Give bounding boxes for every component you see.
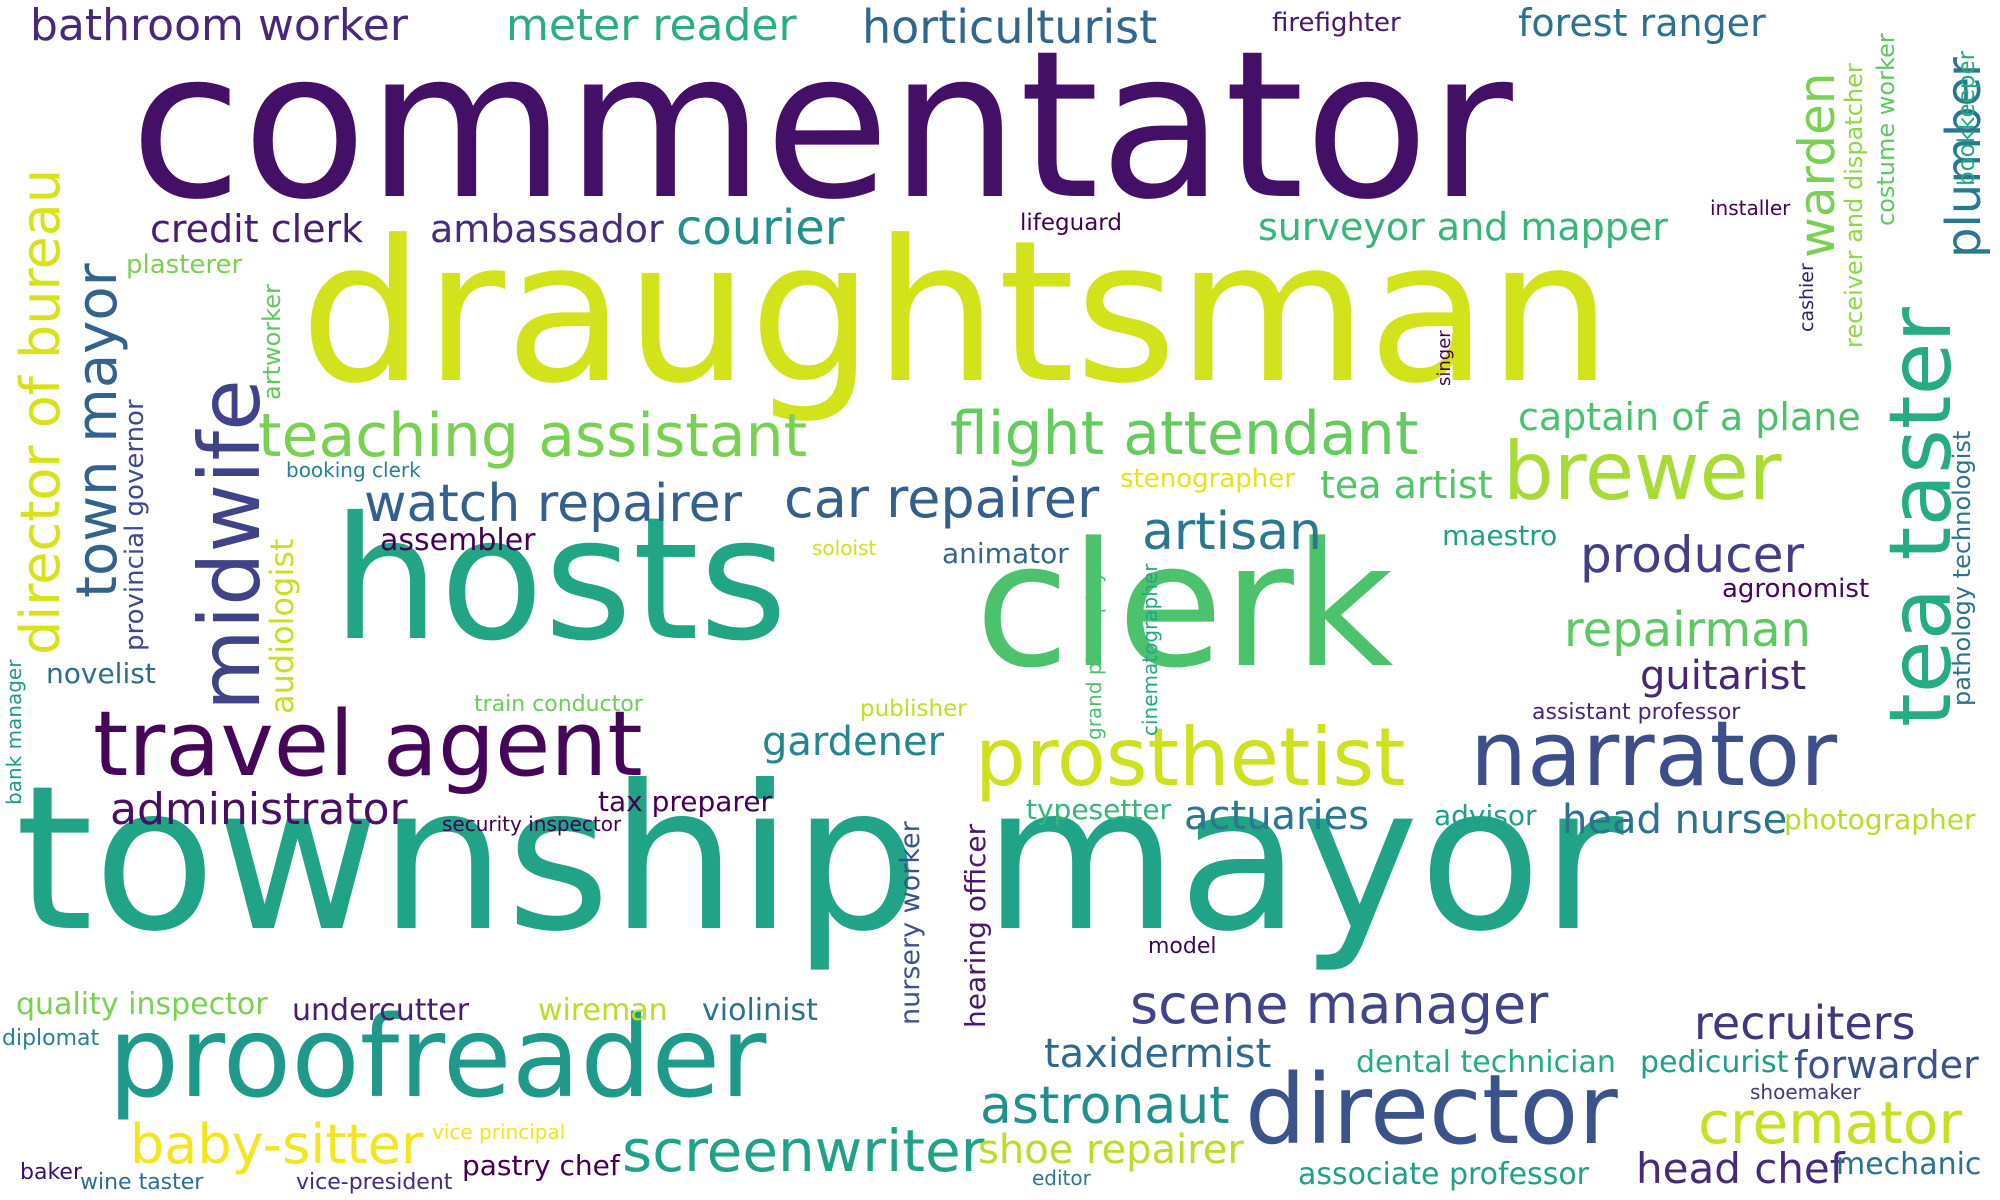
word-travel-agent: travel agent (93, 692, 643, 797)
word-horticulturist: horticulturist (862, 0, 1158, 54)
word-bookkeeper: bookkeeper (1954, 50, 1980, 186)
word-baby-sitter: baby-sitter (130, 1113, 424, 1176)
word-publisher: publisher (860, 696, 967, 722)
word-astronaut: astronaut (980, 1076, 1230, 1136)
word-agronomist: agronomist (1722, 574, 1870, 604)
word-pastry-chef: pastry chef (462, 1149, 620, 1182)
word-wine-taster: wine taster (80, 1170, 204, 1195)
word-photographer: photographer (1784, 803, 1976, 836)
word-vice-president: vice-president (296, 1170, 453, 1195)
word-head-nurse: head nurse (1562, 797, 1788, 843)
word-bathroom-worker: bathroom worker (30, 0, 408, 51)
word-lifeguard: lifeguard (1020, 210, 1122, 236)
word-editor: editor (1032, 1166, 1091, 1190)
word-diplomat: diplomat (2, 1026, 100, 1051)
word-credit-clerk: credit clerk (150, 207, 364, 251)
word-costume-worker: costume worker (1872, 33, 1900, 226)
word-wireman: wireman (538, 993, 668, 1028)
word-artworker: artworker (258, 284, 286, 400)
word-artisan: artisan (1142, 502, 1322, 562)
word-tea-artist: tea artist (1320, 463, 1493, 507)
word-quality-inspector: quality inspector (16, 987, 268, 1022)
word-assembler: assembler (380, 523, 536, 558)
word-dental-technician: dental technician (1356, 1045, 1616, 1080)
word-firefighter: firefighter (1272, 8, 1401, 38)
word-typesetter: typesetter (1026, 793, 1172, 826)
word-bank-manager: bank manager (2, 659, 26, 805)
word-hosts: hosts (332, 481, 788, 679)
word-assistant-professor: assistant professor (1532, 700, 1741, 725)
word-warden: warden (1788, 72, 1846, 258)
word-security-inspector: security inspector (442, 812, 622, 836)
word-vice-principal: vice principal (432, 1120, 566, 1144)
word-shoemaker: shoemaker (1750, 1080, 1861, 1104)
word-gardener: gardener (762, 719, 945, 765)
word-tax-preparer: tax preparer (598, 785, 773, 818)
word-nursery-worker: nursery worker (895, 821, 926, 1025)
word-novelist: novelist (46, 657, 156, 690)
word-town-mayor: town mayor (65, 263, 130, 598)
word-singer: singer (1434, 330, 1455, 386)
word-audiologist: audiologist (263, 538, 301, 714)
word-advisor: advisor (1434, 799, 1537, 832)
word-violinist: violinist (702, 993, 818, 1028)
word-narrator: narrator (1470, 702, 1838, 807)
word-surveyor-and-mapper: surveyor and mapper (1258, 205, 1668, 249)
word-model: model (1148, 934, 1217, 959)
word-screenwriter: screenwriter (622, 1117, 985, 1185)
word-repairman: repairman (1564, 602, 1811, 658)
word-township-mayor: township mayor (15, 743, 1624, 976)
word-car-repairer: car repairer (784, 467, 1100, 530)
word-animator: animator (942, 537, 1069, 570)
word-pathology-technologist: pathology technologist (1948, 430, 1976, 706)
word-recruiters: recruiters (1694, 996, 1916, 1050)
word-flight-attendant: flight attendant (950, 399, 1419, 469)
word-meter-reader: meter reader (506, 0, 797, 51)
word-clerk: clerk (975, 505, 1394, 706)
word-producer: producer (1580, 526, 1805, 584)
word-train-conductor: train conductor (474, 692, 643, 717)
word-plasterer: plasterer (126, 250, 243, 280)
word-cinematographer: cinematographer (1138, 563, 1162, 736)
word-pedicurist: pedicurist (1640, 1045, 1789, 1080)
word-watch-repairer: watch repairer (364, 474, 743, 534)
word-teaching-assistant: teaching assistant (258, 401, 808, 471)
word-soloist: soloist (812, 536, 877, 560)
word-guitarist: guitarist (1640, 653, 1807, 699)
word-brewer: brewer (1503, 425, 1782, 518)
word-shoe-repairer: shoe repairer (978, 1127, 1244, 1173)
word-provincial-governor: provincial governor (120, 399, 150, 651)
word-stenographer: stenographer (1120, 464, 1295, 494)
word-commentator: commentator (130, 8, 1513, 245)
word-administrator: administrator (110, 784, 408, 835)
word-installer: installer (1710, 196, 1791, 220)
word-forest-ranger: forest ranger (1518, 1, 1766, 45)
word-captain-of-a-plane: captain of a plane (1518, 395, 1861, 439)
word-ambassador: ambassador (430, 207, 664, 251)
word-director: director (1245, 1054, 1618, 1166)
word-proofreader: proofreader (108, 993, 767, 1123)
word-baker: baker (20, 1160, 82, 1185)
word-associate-professor: associate professor (1298, 1157, 1590, 1192)
word-draughtsman: draughtsman (300, 199, 1613, 427)
word-grand-piano-player: grand piano player (1082, 550, 1106, 740)
word-head-chef: head chef (1636, 1144, 1845, 1193)
word-actuaries: actuaries (1184, 793, 1370, 839)
word-cremator: cremator (1698, 1089, 1963, 1157)
word-receiver-and-dispatcher: receiver and dispatcher (1840, 63, 1868, 348)
word-director-of-bureau: director of bureau (9, 168, 72, 655)
word-scene-manager: scene manager (1130, 973, 1549, 1036)
word-cashier: cashier (1796, 263, 1818, 332)
word-mechanic: mechanic (1836, 1147, 1982, 1182)
word-undercutter: undercutter (292, 993, 470, 1028)
word-hearing-officer: hearing officer (959, 823, 992, 1028)
word-prosthetist: prosthetist (975, 711, 1406, 804)
word-maestro: maestro (1442, 519, 1558, 552)
word-booking-clerk: booking clerk (286, 458, 421, 482)
word-courier: courier (676, 200, 845, 256)
word-forwarder: forwarder (1794, 1043, 1979, 1087)
word-taxidermist: taxidermist (1044, 1031, 1272, 1077)
